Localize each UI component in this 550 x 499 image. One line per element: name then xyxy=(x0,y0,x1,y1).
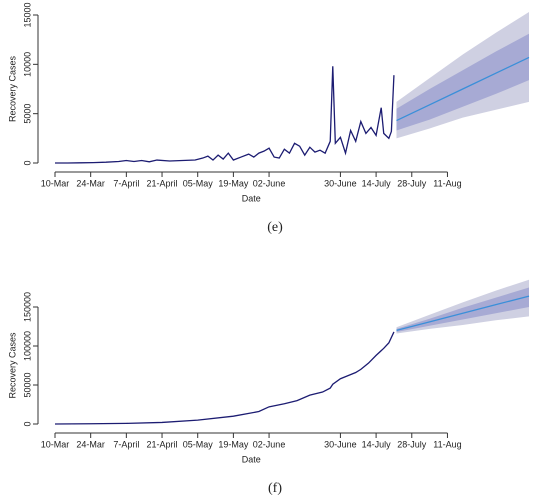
y-tick-label: 0 xyxy=(22,160,32,165)
x-tick-label: 28-July xyxy=(397,439,427,449)
x-tick-label: 14-July xyxy=(362,439,392,449)
y-tick-label: 0 xyxy=(22,421,32,426)
x-tick-label: 14-July xyxy=(362,178,392,188)
x-tick-label: 19-May xyxy=(218,178,249,188)
x-tick-label: 24-Mar xyxy=(76,178,105,188)
y-tick-label: 10000 xyxy=(22,52,32,77)
y-tick-label: 150000 xyxy=(22,292,32,322)
forecast-band xyxy=(396,33,529,131)
x-tick-label: 10-Mar xyxy=(41,439,70,449)
y-axis-label: Recovery Cases xyxy=(7,55,17,122)
y-tick-label: 15000 xyxy=(22,2,32,27)
series-line xyxy=(54,331,395,425)
y-tick-label: 5000 xyxy=(22,104,32,124)
x-tick-label: 21-April xyxy=(147,178,178,188)
x-tick-label: 11-Aug xyxy=(433,178,461,188)
x-tick-label: 02-June xyxy=(253,439,286,449)
x-tick-label: 05-May xyxy=(183,439,214,449)
x-tick-label: 05-May xyxy=(183,178,214,188)
x-tick-label: 7-April xyxy=(113,178,139,188)
caption: (e) xyxy=(267,220,283,235)
x-tick-label: 02-June xyxy=(253,178,286,188)
y-tick-label: 50000 xyxy=(22,372,32,397)
x-axis-label: Date xyxy=(242,193,261,203)
x-tick-label: 24-Mar xyxy=(76,439,105,449)
series-line xyxy=(396,56,530,122)
x-tick-label: 11-Aug xyxy=(433,439,461,449)
x-tick-label: 10-Mar xyxy=(41,178,70,188)
y-axis-label: Recovery Cases xyxy=(7,332,17,399)
x-tick-label: 7-April xyxy=(113,439,139,449)
series-line xyxy=(396,295,530,332)
series-line xyxy=(55,66,395,164)
x-tick-label: 28-July xyxy=(397,178,427,188)
x-tick-label: 30-June xyxy=(324,178,357,188)
forecast-band xyxy=(396,287,529,332)
y-tick-label: 100000 xyxy=(22,331,32,361)
x-tick-label: 30-June xyxy=(324,439,357,449)
x-axis-label: Date xyxy=(242,454,261,464)
x-tick-label: 21-April xyxy=(147,439,178,449)
x-tick-label: 19-May xyxy=(218,439,249,449)
caption: (f) xyxy=(268,481,282,496)
